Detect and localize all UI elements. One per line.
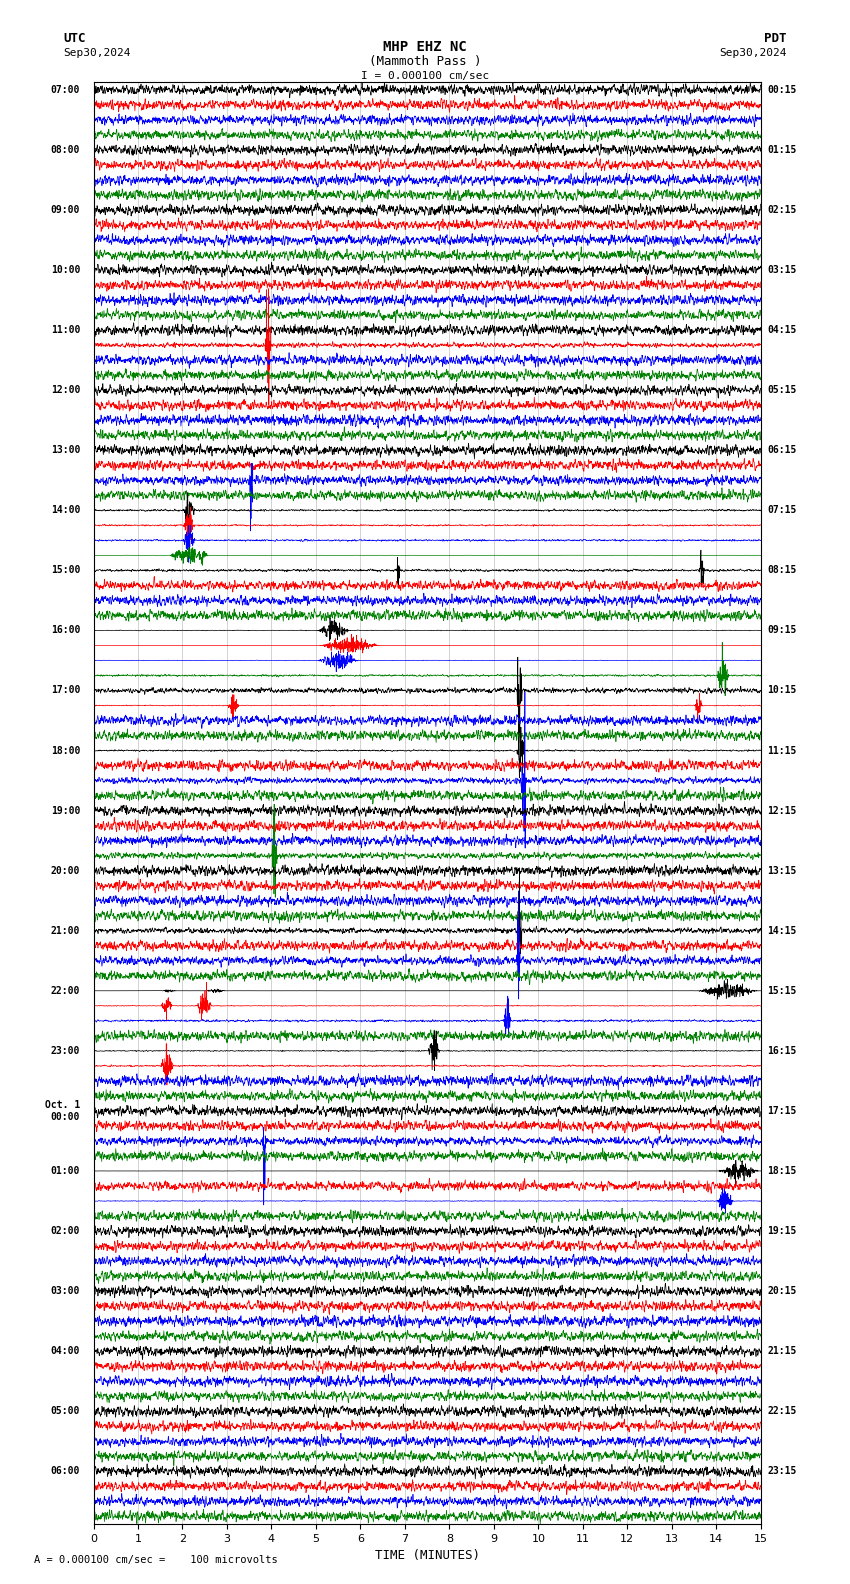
Text: 21:15: 21:15 — [768, 1346, 796, 1356]
Text: MHP EHZ NC: MHP EHZ NC — [383, 40, 467, 54]
Text: 11:15: 11:15 — [768, 746, 796, 756]
Text: 22:00: 22:00 — [51, 985, 80, 996]
Text: 10:00: 10:00 — [51, 265, 80, 276]
Text: 20:00: 20:00 — [51, 865, 80, 876]
Text: 15:15: 15:15 — [768, 985, 796, 996]
Text: 00:15: 00:15 — [768, 86, 796, 95]
Text: 20:15: 20:15 — [768, 1286, 796, 1296]
Text: PDT: PDT — [764, 32, 786, 44]
X-axis label: TIME (MINUTES): TIME (MINUTES) — [375, 1549, 479, 1562]
Text: 14:15: 14:15 — [768, 925, 796, 936]
Text: 05:00: 05:00 — [51, 1407, 80, 1416]
Text: 03:00: 03:00 — [51, 1286, 80, 1296]
Text: 09:15: 09:15 — [768, 626, 796, 635]
Text: 12:15: 12:15 — [768, 806, 796, 816]
Text: Oct. 1
00:00: Oct. 1 00:00 — [45, 1101, 80, 1121]
Text: I = 0.000100 cm/sec: I = 0.000100 cm/sec — [361, 71, 489, 81]
Text: 07:00: 07:00 — [51, 86, 80, 95]
Text: 04:00: 04:00 — [51, 1346, 80, 1356]
Text: 18:00: 18:00 — [51, 746, 80, 756]
Text: 02:15: 02:15 — [768, 204, 796, 215]
Text: 21:00: 21:00 — [51, 925, 80, 936]
Text: 10:15: 10:15 — [768, 686, 796, 695]
Text: 02:00: 02:00 — [51, 1226, 80, 1236]
Text: A = 0.000100 cm/sec =    100 microvolts: A = 0.000100 cm/sec = 100 microvolts — [34, 1555, 278, 1565]
Text: (Mammoth Pass ): (Mammoth Pass ) — [369, 55, 481, 68]
Text: 16:15: 16:15 — [768, 1045, 796, 1057]
Text: 19:15: 19:15 — [768, 1226, 796, 1236]
Text: 11:00: 11:00 — [51, 325, 80, 336]
Text: 09:00: 09:00 — [51, 204, 80, 215]
Text: 22:15: 22:15 — [768, 1407, 796, 1416]
Text: 18:15: 18:15 — [768, 1166, 796, 1175]
Text: 08:15: 08:15 — [768, 565, 796, 575]
Text: 04:15: 04:15 — [768, 325, 796, 336]
Text: 14:00: 14:00 — [51, 505, 80, 515]
Text: 23:00: 23:00 — [51, 1045, 80, 1057]
Text: 07:15: 07:15 — [768, 505, 796, 515]
Text: 06:00: 06:00 — [51, 1467, 80, 1476]
Text: 08:00: 08:00 — [51, 144, 80, 155]
Text: 13:15: 13:15 — [768, 865, 796, 876]
Text: 16:00: 16:00 — [51, 626, 80, 635]
Text: 06:15: 06:15 — [768, 445, 796, 455]
Text: 01:00: 01:00 — [51, 1166, 80, 1175]
Text: 13:00: 13:00 — [51, 445, 80, 455]
Text: Sep30,2024: Sep30,2024 — [64, 48, 131, 57]
Text: 17:15: 17:15 — [768, 1106, 796, 1115]
Text: 19:00: 19:00 — [51, 806, 80, 816]
Text: 03:15: 03:15 — [768, 265, 796, 276]
Text: 12:00: 12:00 — [51, 385, 80, 394]
Text: 17:00: 17:00 — [51, 686, 80, 695]
Text: 23:15: 23:15 — [768, 1467, 796, 1476]
Text: 05:15: 05:15 — [768, 385, 796, 394]
Text: 01:15: 01:15 — [768, 144, 796, 155]
Text: 15:00: 15:00 — [51, 565, 80, 575]
Text: UTC: UTC — [64, 32, 86, 44]
Text: Sep30,2024: Sep30,2024 — [719, 48, 786, 57]
